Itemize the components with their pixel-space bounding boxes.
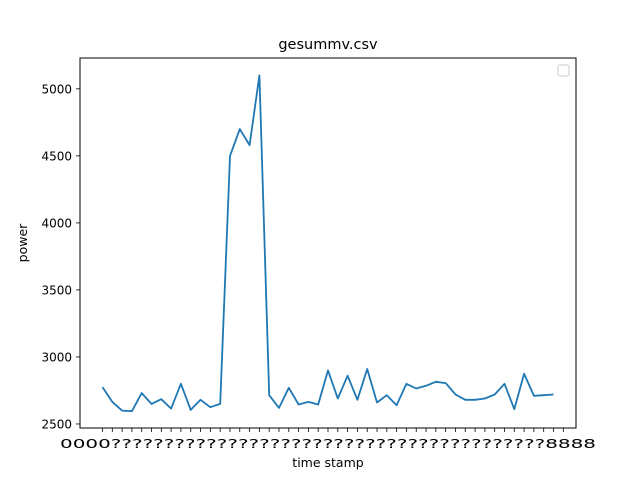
y-tick-label: 4500: [41, 149, 72, 163]
y-tick-label: 3000: [41, 350, 72, 364]
y-axis-label: power: [15, 223, 30, 262]
y-tick-label: 2500: [41, 417, 72, 431]
y-tick-label: 5000: [41, 82, 72, 96]
x-tick-marks: [102, 428, 564, 432]
y-tick-label: 3500: [41, 283, 72, 297]
x-axis-label: time stamp: [292, 455, 363, 470]
x-tick-labels-overlapping: 0000????????????????????????????????????…: [60, 437, 596, 451]
chart-title: gesummv.csv: [278, 37, 378, 53]
plot-frame: [79, 57, 577, 429]
y-tick-label: 4000: [41, 216, 72, 230]
series-line: [101, 74, 554, 413]
legend-box: [557, 64, 570, 77]
y-axis-ticks: 2500 3000 3500 4000 4500 5000: [41, 82, 80, 431]
